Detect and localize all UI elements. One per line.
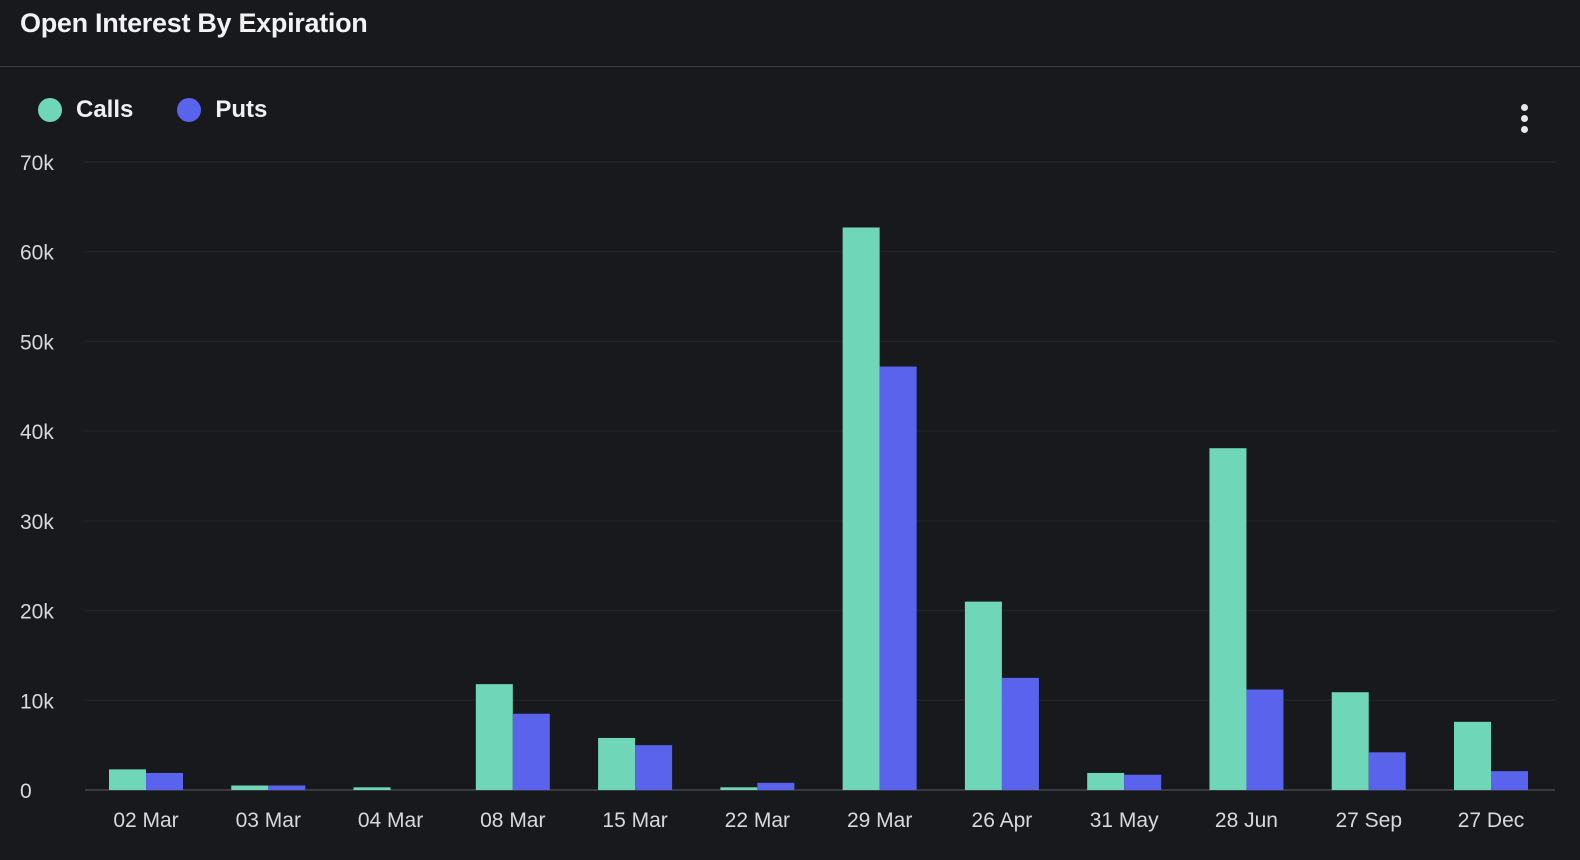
- bar-puts: [1491, 771, 1528, 790]
- legend-item-calls[interactable]: Calls: [38, 96, 133, 124]
- bar-calls: [842, 227, 880, 790]
- bar-puts: [879, 366, 917, 790]
- y-tick-label: 40k: [20, 421, 54, 444]
- x-tick-label: 29 Mar: [847, 809, 912, 832]
- bar-puts: [757, 782, 795, 790]
- bar-chart: 0 10k 20k 30k 40k 50k 60k 70k 02 Mar 03 Mar 04 Mar…: [20, 152, 1555, 832]
- x-tick-label: 27 Dec: [1458, 809, 1525, 832]
- x-tick-label: 04 Mar: [358, 809, 423, 832]
- puts-dot-icon: [177, 98, 202, 122]
- bar-calls: [1454, 721, 1491, 790]
- x-tick-label: 02 Mar: [113, 809, 178, 832]
- legend-label-puts: Puts: [215, 96, 268, 123]
- bar-puts: [1001, 677, 1039, 790]
- bar-puts: [146, 772, 183, 790]
- bar-calls: [964, 601, 1002, 790]
- bar-puts: [1124, 774, 1162, 790]
- x-tick-label: 22 Mar: [725, 809, 790, 832]
- y-tick-label: 60k: [20, 242, 54, 265]
- x-tick-label: 31 May: [1090, 809, 1159, 832]
- bar-puts: [635, 745, 673, 790]
- x-tick-label: 08 Mar: [480, 809, 545, 832]
- x-tick-label: 03 Mar: [236, 809, 301, 832]
- bar-calls: [598, 737, 636, 790]
- legend-label-calls: Calls: [76, 96, 134, 123]
- bar-calls: [1331, 692, 1369, 790]
- bar-calls: [720, 787, 758, 790]
- y-tick-label: 50k: [20, 331, 54, 354]
- x-tick-label: 28 Jun: [1215, 809, 1278, 832]
- bar-calls: [1087, 772, 1125, 790]
- y-tick-label: 30k: [20, 511, 54, 534]
- panel-header: Open Interest By Expiration: [0, 0, 1580, 67]
- bar-calls: [1209, 448, 1247, 790]
- y-tick-label: 20k: [20, 601, 54, 624]
- bar-puts: [512, 713, 550, 790]
- bar-puts: [1246, 689, 1284, 790]
- x-tick-label: 27 Sep: [1335, 809, 1402, 832]
- bar-puts: [268, 785, 306, 790]
- x-tick-label: 26 Apr: [972, 809, 1033, 832]
- y-tick-label: 70k: [20, 152, 54, 175]
- bar-calls: [109, 769, 146, 790]
- y-tick-label: 10k: [20, 690, 54, 713]
- more-vertical-icon[interactable]: [1508, 98, 1540, 138]
- y-tick-label: 0: [20, 780, 32, 803]
- bar-calls: [475, 684, 513, 790]
- page-title: Open Interest By Expiration: [20, 8, 368, 38]
- legend-item-puts[interactable]: Puts: [177, 96, 267, 124]
- calls-dot-icon: [38, 98, 62, 122]
- x-tick-label: 15 Mar: [602, 809, 667, 832]
- bar-calls: [353, 787, 391, 790]
- bar-puts: [1368, 752, 1406, 790]
- legend: Calls Puts: [38, 96, 311, 124]
- bar-calls: [231, 785, 269, 790]
